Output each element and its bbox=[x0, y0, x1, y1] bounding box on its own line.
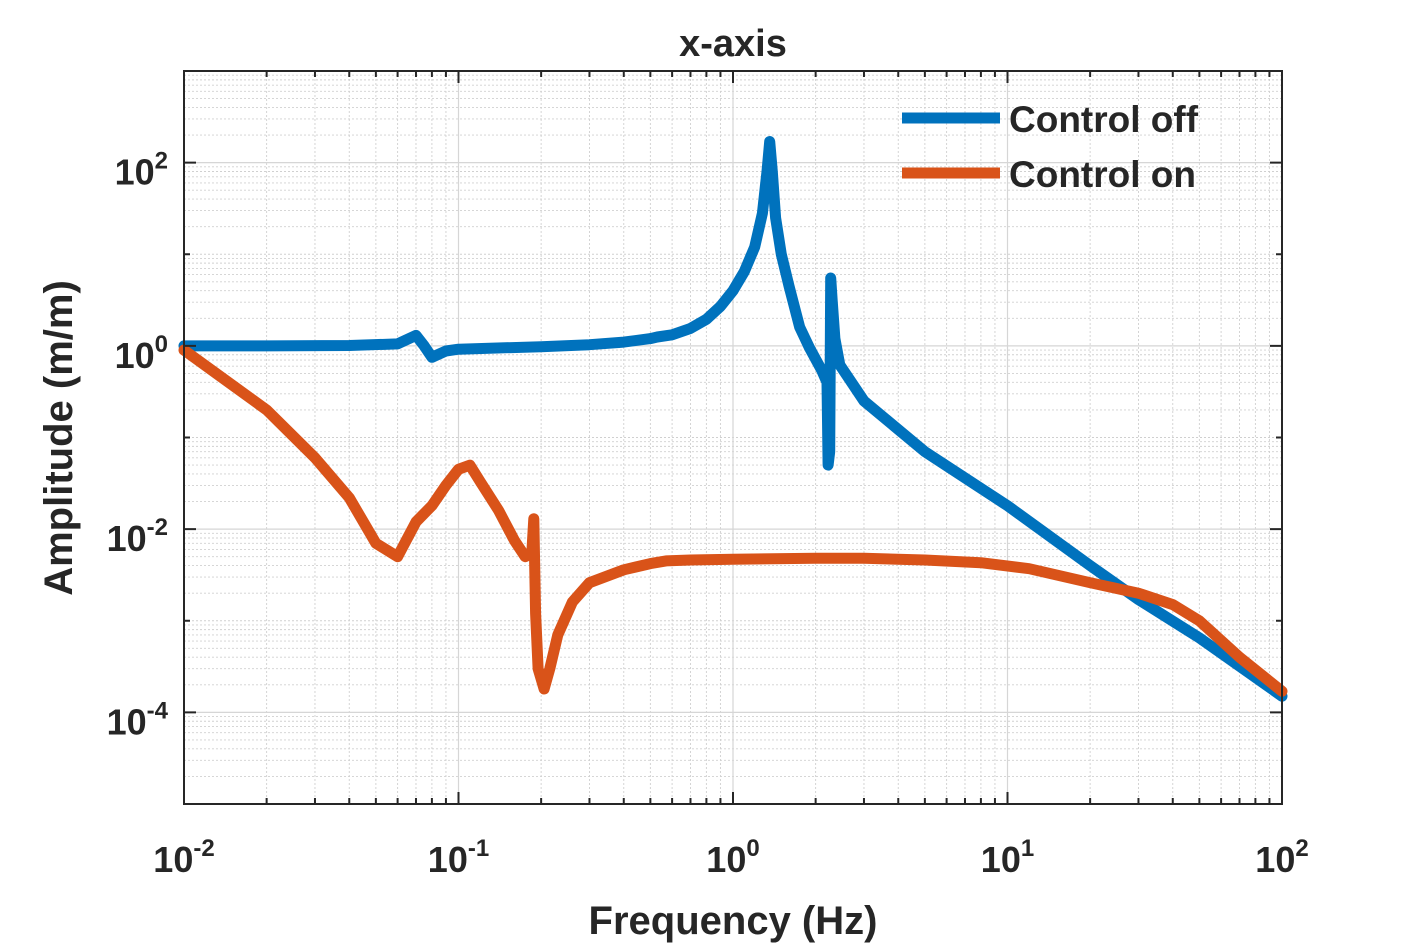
x-axis-label: Frequency (Hz) bbox=[589, 899, 878, 943]
x-tick-labels: 10-2 10-1 100 101 102 bbox=[153, 835, 1308, 880]
y-tick-label: 10-4 bbox=[107, 697, 169, 742]
ticks-layer bbox=[183, 70, 1283, 805]
x-tick-label: 101 bbox=[981, 835, 1034, 880]
y-tick-label-base: 10 bbox=[107, 701, 147, 742]
chart-title: x-axis bbox=[679, 23, 787, 65]
legend-label-control-on: Control on bbox=[1009, 154, 1196, 195]
x-tick-label-exponent: 2 bbox=[1295, 835, 1308, 862]
x-tick-label-base: 10 bbox=[706, 839, 746, 880]
x-tick-label-base: 10 bbox=[428, 839, 468, 880]
x-tick-label-exponent: 0 bbox=[746, 835, 759, 862]
y-tick-label: 10-2 bbox=[107, 514, 168, 559]
y-axis-label: Amplitude (m/m) bbox=[37, 280, 81, 596]
y-tick-label: 100 bbox=[115, 331, 168, 376]
y-tick-label-base: 10 bbox=[115, 152, 155, 193]
series-line-control-on bbox=[178, 344, 1288, 697]
y-tick-label-exponent: -4 bbox=[147, 697, 169, 724]
x-tick-label: 10-2 bbox=[153, 835, 214, 880]
y-tick-label-exponent: 0 bbox=[155, 331, 168, 358]
x-tick-label: 102 bbox=[1255, 835, 1308, 880]
x-tick-label-exponent: -2 bbox=[193, 835, 214, 862]
series-line-control-off bbox=[178, 136, 1288, 702]
legend: Control off Control on bbox=[902, 99, 1199, 195]
x-tick-label-base: 10 bbox=[1255, 839, 1295, 880]
x-tick-label-exponent: 1 bbox=[1021, 835, 1034, 862]
x-tick-label: 10-1 bbox=[428, 835, 489, 880]
x-tick-label-base: 10 bbox=[153, 839, 193, 880]
y-tick-label-exponent: 2 bbox=[155, 148, 168, 175]
y-tick-label-base: 10 bbox=[107, 518, 147, 559]
x-tick-label: 100 bbox=[706, 835, 759, 880]
y-tick-label-base: 10 bbox=[115, 335, 155, 376]
x-tick-label-exponent: -1 bbox=[468, 835, 489, 862]
series-layer bbox=[178, 136, 1288, 702]
legend-label-control-off: Control off bbox=[1009, 99, 1199, 140]
y-tick-label: 102 bbox=[115, 148, 168, 193]
x-tick-label-base: 10 bbox=[981, 839, 1021, 880]
y-tick-label-exponent: -2 bbox=[147, 514, 168, 541]
